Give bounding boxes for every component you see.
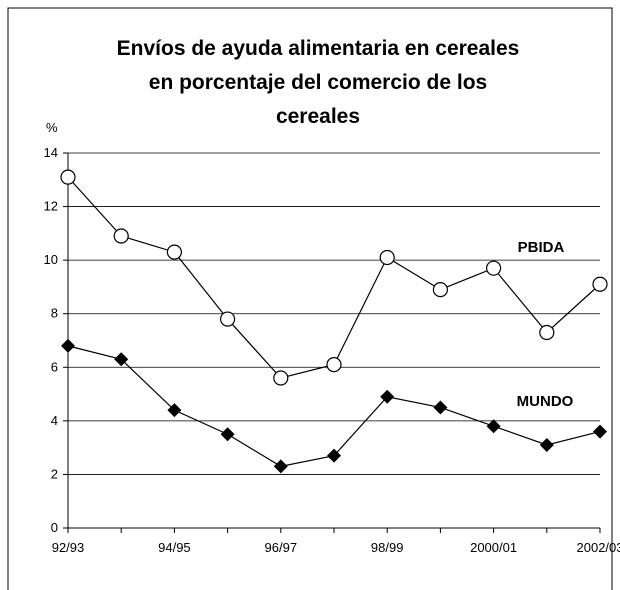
frame xyxy=(7,7,613,590)
marker xyxy=(61,338,75,353)
marker xyxy=(539,324,555,341)
marker xyxy=(60,169,76,185)
marker xyxy=(593,424,607,439)
y-tick-label: 8 xyxy=(51,306,58,321)
chart-title: en porcentaje del comercio de los xyxy=(149,71,487,94)
y-tick-label: 0 xyxy=(51,520,58,535)
marker xyxy=(326,357,342,373)
series-line xyxy=(67,176,601,379)
marker xyxy=(486,419,501,434)
marker xyxy=(380,389,395,404)
y-tick-label: 12 xyxy=(44,199,58,214)
marker xyxy=(220,427,235,442)
marker xyxy=(113,228,129,244)
x-tick-label: 2002/03 xyxy=(577,540,620,555)
x-tick-label: 96/97 xyxy=(265,540,298,555)
x-tick-label: 94/95 xyxy=(158,540,191,555)
marker xyxy=(167,403,182,418)
y-tick-label: 10 xyxy=(44,252,58,267)
marker xyxy=(327,448,341,463)
y-tick-label: 14 xyxy=(44,145,58,160)
chart-title: Envíos de ayuda alimentaria en cereales xyxy=(117,37,520,60)
y-axis-label: % xyxy=(46,120,58,135)
marker xyxy=(166,244,182,260)
marker xyxy=(114,352,129,367)
x-tick-label: 2000/01 xyxy=(470,540,517,555)
marker xyxy=(379,249,395,266)
marker xyxy=(592,276,608,292)
marker xyxy=(486,260,502,276)
marker xyxy=(273,459,288,474)
marker xyxy=(220,311,236,327)
series-label: MUNDO xyxy=(517,393,574,410)
y-tick-label: 2 xyxy=(51,466,58,481)
marker xyxy=(273,370,289,386)
y-tick-label: 6 xyxy=(51,359,58,374)
series-label: PBIDA xyxy=(518,239,565,256)
marker xyxy=(539,437,554,452)
x-tick-label: 98/99 xyxy=(371,540,404,555)
x-tick-label: 92/93 xyxy=(52,540,85,555)
y-tick-label: 4 xyxy=(51,413,58,428)
marker xyxy=(433,400,448,415)
marker xyxy=(432,282,448,298)
chart-title: cereales xyxy=(276,105,360,128)
